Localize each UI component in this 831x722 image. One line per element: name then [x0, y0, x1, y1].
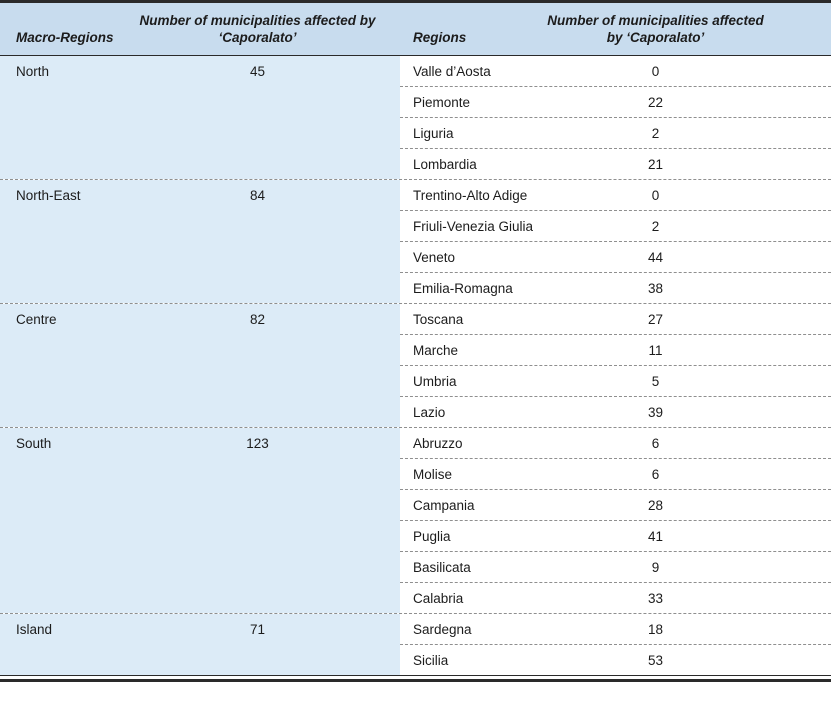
regions-header: Regions [413, 30, 467, 45]
municipalities-header-right: Number of municipalities affected by ‘Ca… [547, 13, 764, 45]
region-count: 28 [647, 498, 664, 513]
region-row: Campania 28 [400, 489, 831, 520]
region-row: Friuli-Venezia Giulia 2 [400, 210, 831, 241]
region-row: Veneto 44 [400, 241, 831, 272]
region-name: Abruzzo [413, 436, 463, 451]
macro-region-count: 123 [246, 436, 269, 451]
region-count: 0 [651, 64, 660, 79]
region-row: Basilicata 9 [400, 551, 831, 582]
region-count: 2 [651, 219, 660, 234]
macro-region-cells: South 123 [0, 428, 400, 613]
macro-group: Island 71 Sardegna 18 Sicilia 53 [0, 613, 831, 675]
region-count: 27 [647, 312, 664, 327]
region-count: 41 [647, 529, 664, 544]
region-count: 9 [651, 560, 660, 575]
macro-region-count: 82 [249, 312, 266, 327]
region-name: Umbria [413, 374, 457, 389]
region-row: Lazio 39 [400, 396, 831, 427]
macro-region-count: 71 [249, 622, 266, 637]
macro-region-cells: North 45 [0, 56, 400, 179]
region-count: 5 [651, 374, 660, 389]
region-count: 2 [651, 126, 660, 141]
region-name: Basilicata [413, 560, 471, 575]
region-row: Umbria 5 [400, 365, 831, 396]
region-rows: Trentino-Alto Adige 0 Friuli-Venezia Giu… [400, 180, 831, 303]
region-row: Sardegna 18 [400, 614, 831, 644]
region-count: 6 [651, 467, 660, 482]
region-count: 44 [647, 250, 664, 265]
macro-region-cells: North-East 84 [0, 180, 400, 303]
region-row: Lombardia 21 [400, 148, 831, 179]
region-name: Puglia [413, 529, 451, 544]
region-rows: Toscana 27 Marche 11 Umbria 5 Lazio 39 [400, 304, 831, 427]
region-row: Molise 6 [400, 458, 831, 489]
region-count: 6 [651, 436, 660, 451]
region-name: Emilia-Romagna [413, 281, 513, 296]
municipalities-header-left: Number of municipalities affected by ‘Ca… [139, 13, 376, 45]
region-name: Campania [413, 498, 475, 513]
macro-region-name: Island [16, 622, 53, 637]
macro-group: Centre 82 Toscana 27 Marche 11 Umbria 5 … [0, 303, 831, 427]
region-row: Trentino-Alto Adige 0 [400, 180, 831, 210]
region-row: Marche 11 [400, 334, 831, 365]
region-row: Emilia-Romagna 38 [400, 272, 831, 303]
region-name: Toscana [413, 312, 464, 327]
region-count: 33 [647, 591, 664, 606]
macro-regions-header: Macro-Regions [16, 30, 114, 45]
caporalato-table: Macro-Regions Number of municipalities a… [0, 0, 831, 682]
region-name: Calabria [413, 591, 464, 606]
region-name: Liguria [413, 126, 454, 141]
macro-region-count: 84 [249, 188, 266, 203]
region-name: Sardegna [413, 622, 472, 637]
region-count: 21 [647, 157, 664, 172]
region-row: Calabria 33 [400, 582, 831, 613]
macro-region-cells: Centre 82 [0, 304, 400, 427]
region-count: 11 [648, 343, 663, 358]
macro-region-name: South [16, 436, 52, 451]
region-name: Marche [413, 343, 459, 358]
region-name: Trentino-Alto Adige [413, 188, 528, 203]
region-name: Piemonte [413, 95, 471, 110]
macro-region-name: North [16, 64, 50, 79]
macro-group: South 123 Abruzzo 6 Molise 6 Campania 28… [0, 427, 831, 613]
region-count: 22 [647, 95, 664, 110]
region-name: Veneto [413, 250, 456, 265]
region-row: Liguria 2 [400, 117, 831, 148]
region-row: Valle d’Aosta 0 [400, 56, 831, 86]
region-rows: Abruzzo 6 Molise 6 Campania 28 Puglia 41… [400, 428, 831, 613]
macro-region-name: North-East [16, 188, 81, 203]
region-row: Piemonte 22 [400, 86, 831, 117]
table-header-row: Macro-Regions Number of municipalities a… [0, 3, 831, 56]
region-rows: Valle d’Aosta 0 Piemonte 22 Liguria 2 Lo… [400, 56, 831, 179]
region-count: 38 [647, 281, 664, 296]
region-count: 53 [647, 653, 664, 668]
region-row: Sicilia 53 [400, 644, 831, 675]
region-row: Puglia 41 [400, 520, 831, 551]
macro-group: North-East 84 Trentino-Alto Adige 0 Friu… [0, 179, 831, 303]
macro-region-name: Centre [16, 312, 57, 327]
region-row: Toscana 27 [400, 304, 831, 334]
region-name: Sicilia [413, 653, 449, 668]
macro-group: North 45 Valle d’Aosta 0 Piemonte 22 Lig… [0, 56, 831, 179]
region-count: 39 [647, 405, 664, 420]
macro-region-count: 45 [249, 64, 266, 79]
region-name: Lazio [413, 405, 446, 420]
region-row: Abruzzo 6 [400, 428, 831, 458]
region-rows: Sardegna 18 Sicilia 53 [400, 614, 831, 675]
table-body: North 45 Valle d’Aosta 0 Piemonte 22 Lig… [0, 56, 831, 676]
region-name: Friuli-Venezia Giulia [413, 219, 534, 234]
region-name: Valle d’Aosta [413, 64, 491, 79]
region-count: 0 [651, 188, 660, 203]
macro-region-cells: Island 71 [0, 614, 400, 675]
region-name: Molise [413, 467, 453, 482]
region-count: 18 [647, 622, 664, 637]
region-name: Lombardia [413, 157, 477, 172]
